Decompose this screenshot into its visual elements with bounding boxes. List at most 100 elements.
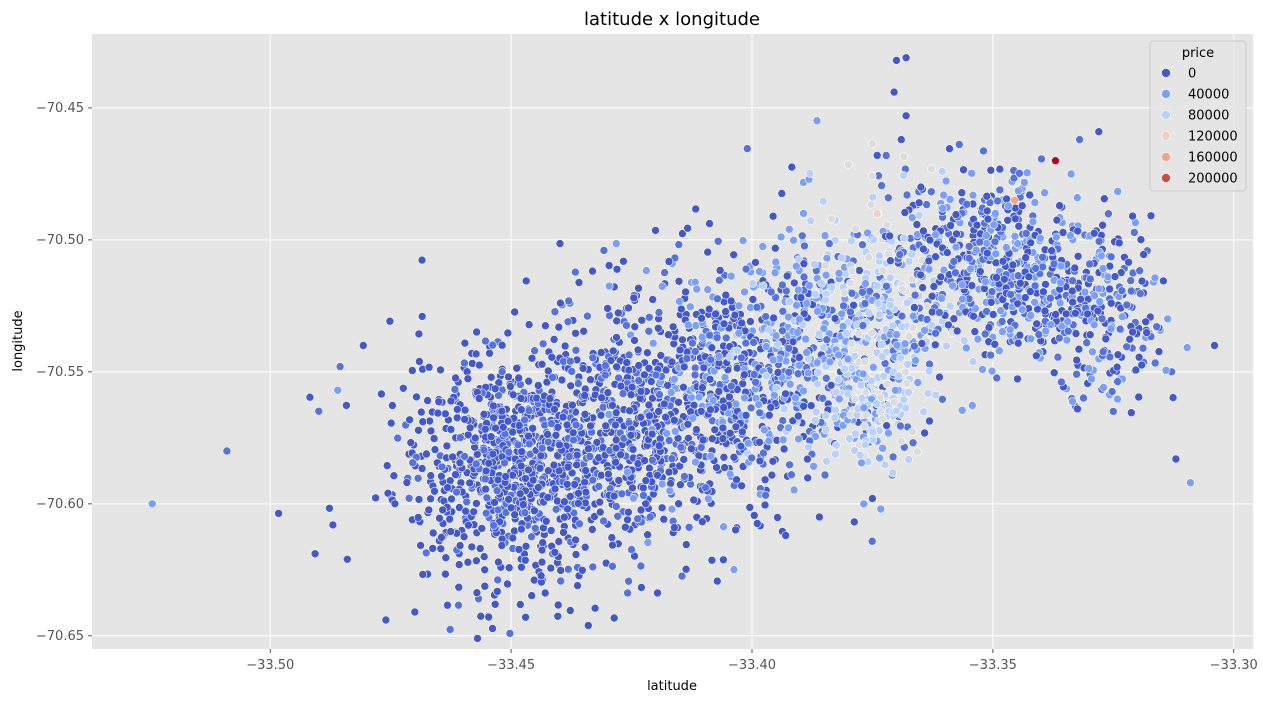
data-point — [586, 375, 595, 385]
data-point — [793, 328, 802, 337]
data-point — [795, 314, 804, 324]
data-point — [592, 438, 602, 447]
data-point — [779, 444, 789, 454]
data-point — [536, 451, 546, 461]
data-point — [636, 387, 646, 396]
data-point — [491, 423, 500, 433]
data-point — [1138, 343, 1148, 353]
data-point — [426, 426, 436, 436]
data-point — [1126, 276, 1135, 285]
y-tick-label: −70.65 — [36, 629, 84, 644]
data-point — [613, 308, 623, 318]
data-point — [553, 600, 563, 610]
data-point — [847, 339, 856, 349]
data-point — [627, 545, 636, 554]
data-point — [565, 606, 575, 615]
data-point — [910, 303, 919, 312]
data-point — [812, 358, 822, 368]
data-point — [575, 519, 584, 529]
data-point — [1186, 478, 1195, 488]
data-point — [222, 446, 232, 456]
data-point — [916, 182, 926, 192]
data-point — [1072, 355, 1081, 365]
data-point — [641, 266, 651, 275]
data-point — [634, 376, 644, 385]
data-point — [1017, 305, 1027, 314]
data-point — [979, 146, 988, 156]
data-point — [563, 462, 573, 472]
data-point — [622, 358, 632, 367]
data-point — [472, 327, 481, 337]
data-point — [768, 211, 778, 221]
data-point — [538, 339, 548, 349]
data-point — [967, 401, 977, 410]
data-point — [982, 248, 992, 258]
data-point — [654, 407, 663, 416]
data-point — [878, 414, 888, 424]
data-point — [951, 210, 961, 219]
data-point — [603, 388, 613, 397]
data-point — [1127, 408, 1136, 418]
data-point — [541, 321, 550, 331]
data-point — [755, 408, 765, 418]
data-point — [1015, 169, 1024, 178]
data-point — [656, 351, 666, 360]
data-point — [512, 363, 522, 373]
data-point — [588, 562, 598, 572]
data-point — [1159, 276, 1168, 286]
data-point — [998, 256, 1008, 266]
data-point — [749, 338, 758, 347]
data-point — [596, 470, 606, 480]
data-point — [914, 198, 924, 208]
data-point — [919, 226, 928, 236]
data-point — [723, 408, 733, 418]
data-point — [546, 526, 556, 535]
data-point — [429, 434, 439, 443]
data-point — [691, 204, 701, 214]
data-point — [764, 410, 774, 420]
data-point — [614, 476, 624, 485]
data-point — [696, 406, 706, 416]
data-point — [894, 371, 904, 381]
data-point — [1073, 226, 1082, 236]
data-point — [833, 375, 843, 384]
data-point — [1068, 286, 1077, 296]
data-point — [782, 271, 792, 281]
data-point — [410, 607, 420, 617]
data-point — [858, 321, 868, 330]
data-point — [488, 340, 498, 350]
data-point — [1032, 351, 1041, 361]
data-point — [975, 237, 985, 247]
legend-label: 80000 — [1188, 109, 1229, 124]
data-point — [1097, 314, 1107, 324]
data-point — [305, 392, 315, 402]
data-point — [902, 298, 912, 308]
data-point — [899, 171, 908, 180]
data-point — [729, 250, 739, 260]
data-point — [729, 452, 739, 462]
data-point — [834, 394, 844, 404]
legend-marker — [1161, 110, 1171, 120]
data-point — [1137, 276, 1147, 286]
data-point — [991, 209, 1000, 218]
data-point — [358, 341, 368, 350]
data-point — [1068, 397, 1077, 406]
data-point — [704, 304, 714, 314]
data-point — [771, 331, 781, 341]
data-point — [423, 396, 432, 405]
data-point — [971, 245, 981, 255]
data-point — [571, 535, 580, 545]
data-point — [778, 306, 788, 316]
data-point — [1028, 217, 1038, 227]
data-point — [1047, 246, 1056, 255]
data-point — [846, 307, 855, 317]
data-point — [571, 328, 580, 338]
data-point — [1013, 239, 1023, 248]
data-point — [1055, 333, 1064, 343]
data-point — [918, 283, 927, 292]
data-point — [564, 296, 574, 306]
data-point — [604, 410, 614, 419]
data-point — [1130, 228, 1139, 237]
data-point — [872, 399, 882, 409]
data-point — [611, 239, 621, 248]
